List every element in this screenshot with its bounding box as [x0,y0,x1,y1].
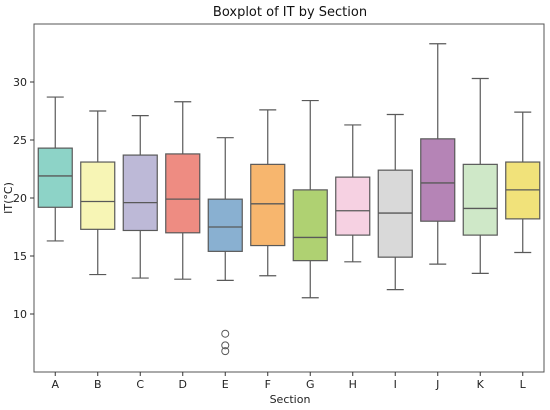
box-L [505,111,541,254]
y-tick-label: 15 [13,250,27,263]
x-axis-label: Section [270,393,311,406]
box-iqr [80,161,116,230]
outlier-point [221,347,230,356]
x-tick-label: A [51,378,59,391]
box-E [207,137,243,356]
box-H [335,124,371,263]
x-tick-label: H [349,378,357,391]
x-tick-label: G [306,378,315,391]
y-tick-label: 30 [13,76,27,89]
box-iqr [292,189,328,262]
y-tick-label: 25 [13,134,27,147]
box-I [377,113,413,291]
x-tick-label: I [394,378,397,391]
box-J [420,43,456,265]
y-tick-label: 20 [13,192,27,205]
x-tick-label: K [477,378,485,391]
box-iqr [250,163,286,247]
chart-title: Boxplot of IT by Section [213,5,367,20]
box-iqr [165,153,201,234]
x-tick-label: C [136,378,144,391]
box-iqr [420,138,456,222]
x-tick-label: J [435,378,439,391]
box-iqr [335,176,371,236]
outlier-point [221,341,230,350]
x-tick-label: B [94,378,102,391]
box-iqr [207,198,243,252]
box-C [122,115,158,279]
x-tick-label: F [265,378,271,391]
box-iqr [122,154,158,232]
outlier-point [221,329,230,338]
y-tick-label: 10 [13,308,27,321]
box-series [37,43,541,356]
x-tick-label: E [222,378,229,391]
box-G [292,99,328,299]
y-axis-label: IT(°C) [2,182,15,214]
x-axis: A B C D E F G H I J K L [51,372,527,391]
x-tick-label: D [179,378,187,391]
box-A [37,96,73,242]
box-F [250,109,286,277]
box-D [165,101,201,280]
box-K [462,77,498,274]
x-tick-label: L [520,378,527,391]
y-axis: 10 15 20 25 30 [13,76,34,321]
box-iqr [462,163,498,236]
box-iqr [37,147,73,208]
box-B [80,110,116,276]
